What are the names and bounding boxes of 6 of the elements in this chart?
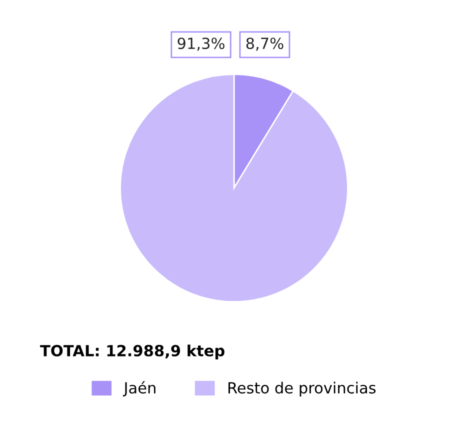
text: TOTAL: 12.988,9 ktep <box>40 344 224 360</box>
legend-label: Resto de provincias <box>228 382 376 397</box>
data-label: 8,7% <box>246 38 284 51</box>
legend-label: Jaén <box>122 381 156 396</box>
pie-slice <box>120 74 348 302</box>
data-label: 91,3% <box>178 38 224 51</box>
